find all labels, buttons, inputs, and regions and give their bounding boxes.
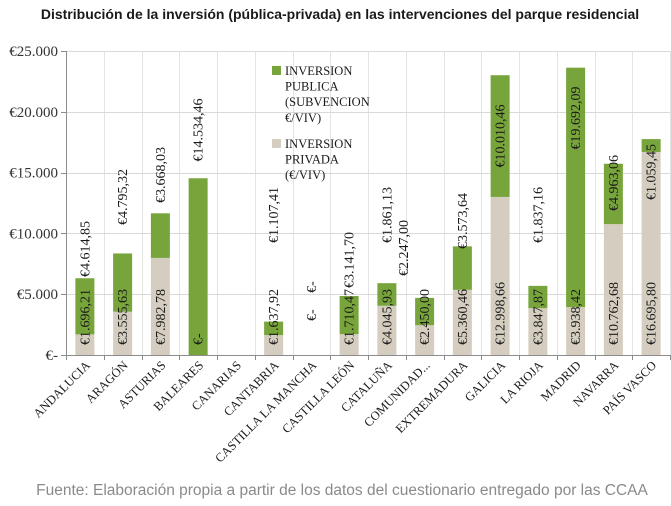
data-label-inversion-privada-viv-navarra: €10.762,68 (607, 282, 622, 345)
data-label-inversion-privada-viv-andalucia: €1.696,21 (78, 289, 93, 345)
legend-label: INVERSION PUBLICA (SUBVENCION €/VIV) (285, 64, 370, 125)
bar-inversion-publica-subvencion-viv-la-rioja (528, 285, 548, 309)
data-label-inversion-publica-subvencion-viv-madrid: €19.692,09 (569, 87, 584, 150)
legend-label-line: €/VIV) (285, 111, 321, 125)
data-label-inversion-privada-viv-aragon: €3.555,63 (116, 289, 131, 345)
data-label-inversion-privada-viv-castilla-leon: €1.710,47 (343, 289, 358, 345)
legend-swatch (272, 139, 281, 148)
source-note: Fuente: Elaboración propia a partir de l… (36, 482, 648, 499)
legend-swatch (272, 66, 281, 75)
bar-inversion-publica-subvencion-viv-extremadura (452, 246, 472, 290)
legend-entry-inversion-publica-subvencion-viv: INVERSION PUBLICA (SUBVENCION €/VIV) (272, 64, 370, 125)
legend-label-line: INVERSION (285, 137, 352, 151)
data-label-inversion-privada-viv-baleares: €- (192, 333, 207, 345)
bar-inversion-privada-viv-castilla-leon (339, 334, 359, 355)
bar-inversion-publica-subvencion-viv-navarra (603, 163, 623, 225)
data-label-inversion-privada-viv-galicia: €12.998,66 (494, 282, 509, 345)
data-labels: €1.696,21 €4.614,85 €3.555,63 €4.795,32 €7.9… (78, 87, 659, 346)
data-label-inversion-privada-viv-comunidad: €2.450,00 (418, 289, 433, 345)
bar-inversion-publica-subvencion-viv-galicia (490, 75, 510, 197)
data-label-inversion-publica-subvencion-viv-castilla-la-mancha: €- (305, 281, 320, 293)
legend-label-line: (SUBVENCION (285, 95, 370, 109)
bar-inversion-privada-viv-madrid (566, 307, 586, 355)
data-label-inversion-publica-subvencion-viv-cataluna: €1.861,13 (380, 187, 395, 243)
data-label-inversion-publica-subvencion-viv-andalucia: €4.614,85 (78, 221, 93, 277)
legend: INVERSION PUBLICA (SUBVENCION €/VIV)INVERSI… (272, 64, 370, 182)
data-label-inversion-privada-viv-madrid: €3.938,42 (569, 289, 584, 345)
bar-inversion-publica-subvencion-viv-castilla-leon (339, 295, 359, 335)
y-tick-label: €25.000 (9, 44, 58, 60)
data-label-inversion-publica-subvencion-viv-castilla-leon: €3.141,70 (343, 232, 358, 288)
legend-label: INVERSION PRIVADA (€/VIV) (285, 137, 352, 182)
y-tick-label: €10.000 (9, 226, 58, 242)
bar-inversion-privada-viv-asturias (150, 257, 170, 355)
x-tick-label: ANDALUCIA (31, 358, 93, 420)
bar-inversion-privada-viv-la-rioja (528, 308, 548, 355)
data-label-inversion-privada-viv-cataluna: €4.045,93 (380, 289, 395, 345)
bar-inversion-privada-viv-cataluna (377, 305, 397, 355)
bar-inversion-publica-subvencion-viv-andalucia (75, 278, 95, 335)
bar-inversion-publica-subvencion-viv-cantabria (264, 321, 284, 336)
bar-inversion-privada-viv-navarra (603, 224, 623, 355)
y-tick-label: €- (46, 348, 59, 364)
legend-label-line: (€/VIV) (285, 168, 325, 182)
legend-label-line: PRIVADA (285, 153, 339, 167)
legend-entry-inversion-privada-viv: INVERSION PRIVADA (€/VIV) (272, 137, 352, 182)
bar-inversion-publica-subvencion-viv-madrid (566, 67, 586, 308)
bar-inversion-privada-viv-extremadura (452, 289, 472, 355)
data-label-inversion-publica-subvencion-viv-galicia: €10.010,46 (494, 105, 509, 168)
bar-inversion-privada-viv-cantabria (264, 335, 284, 355)
data-label-inversion-publica-subvencion-viv-extremadura: €3.573,64 (456, 193, 471, 249)
bar-inversion-privada-viv-pais-vasco (641, 151, 661, 355)
data-label-inversion-privada-viv-la-rioja: €3.847,87 (531, 289, 546, 345)
axes (61, 51, 671, 360)
bar-inversion-privada-viv-comunidad (415, 325, 435, 355)
bar-inversion-privada-viv-galicia (490, 196, 510, 355)
bar-inversion-publica-subvencion-viv-comunidad (415, 297, 435, 326)
y-tick-label: €15.000 (9, 166, 58, 182)
y-tick-label: €5.000 (17, 287, 58, 303)
data-label-inversion-publica-subvencion-viv-baleares: €14.534,46 (192, 99, 207, 162)
data-label-inversion-privada-viv-cantabria: €1.637,92 (267, 289, 282, 345)
data-label-inversion-publica-subvencion-viv-pais-vasco: €1.059,45 (645, 144, 660, 200)
bar-inversion-publica-subvencion-viv-baleares (188, 178, 208, 355)
y-axis-tick-labels: €- €5.000 €10.000 €15.000 €20.000 €25.000 (9, 44, 58, 364)
x-tick-label: EXTREMADURA (393, 358, 471, 436)
data-label-inversion-publica-subvencion-viv-navarra: €4.963,06 (607, 155, 622, 211)
bar-inversion-publica-subvencion-viv-asturias (150, 213, 170, 258)
data-label-inversion-privada-viv-asturias: €7.982,78 (154, 289, 169, 345)
data-label-inversion-privada-viv-castilla-la-mancha: €- (305, 309, 320, 321)
bar-inversion-publica-subvencion-viv-pais-vasco (641, 139, 661, 152)
x-axis-tick-labels: ANDALUCIAARAGÓNASTURIASBALEARESCANARIASC… (31, 358, 660, 465)
bar-inversion-publica-subvencion-viv-cataluna (377, 283, 397, 306)
x-tick-label: COMUNIDAD... (361, 358, 433, 430)
legend-label-line: PUBLICA (285, 80, 338, 94)
data-label-inversion-publica-subvencion-viv-asturias: €3.668,03 (154, 147, 169, 203)
bar-inversion-privada-viv-andalucia (75, 334, 95, 355)
bars (75, 67, 661, 355)
data-label-inversion-publica-subvencion-viv-cantabria: €1.107,41 (267, 187, 282, 243)
data-label-inversion-publica-subvencion-viv-comunidad: €2.247,00 (397, 220, 412, 276)
bar-inversion-publica-subvencion-viv-aragon (113, 253, 133, 312)
bar-inversion-privada-viv-aragon (113, 311, 133, 355)
data-label-inversion-publica-subvencion-viv-la-rioja: €1.837,16 (531, 187, 546, 243)
data-label-inversion-publica-subvencion-viv-aragon: €4.795,32 (116, 169, 131, 225)
y-tick-label: €20.000 (9, 105, 58, 121)
legend-label-line: INVERSION (285, 64, 352, 78)
data-label-inversion-privada-viv-extremadura: €5.360,46 (456, 289, 471, 345)
data-label-inversion-privada-viv-pais-vasco: €16.695,80 (645, 282, 660, 345)
chart-title: Distribución de la inversión (pública-pr… (41, 6, 639, 22)
